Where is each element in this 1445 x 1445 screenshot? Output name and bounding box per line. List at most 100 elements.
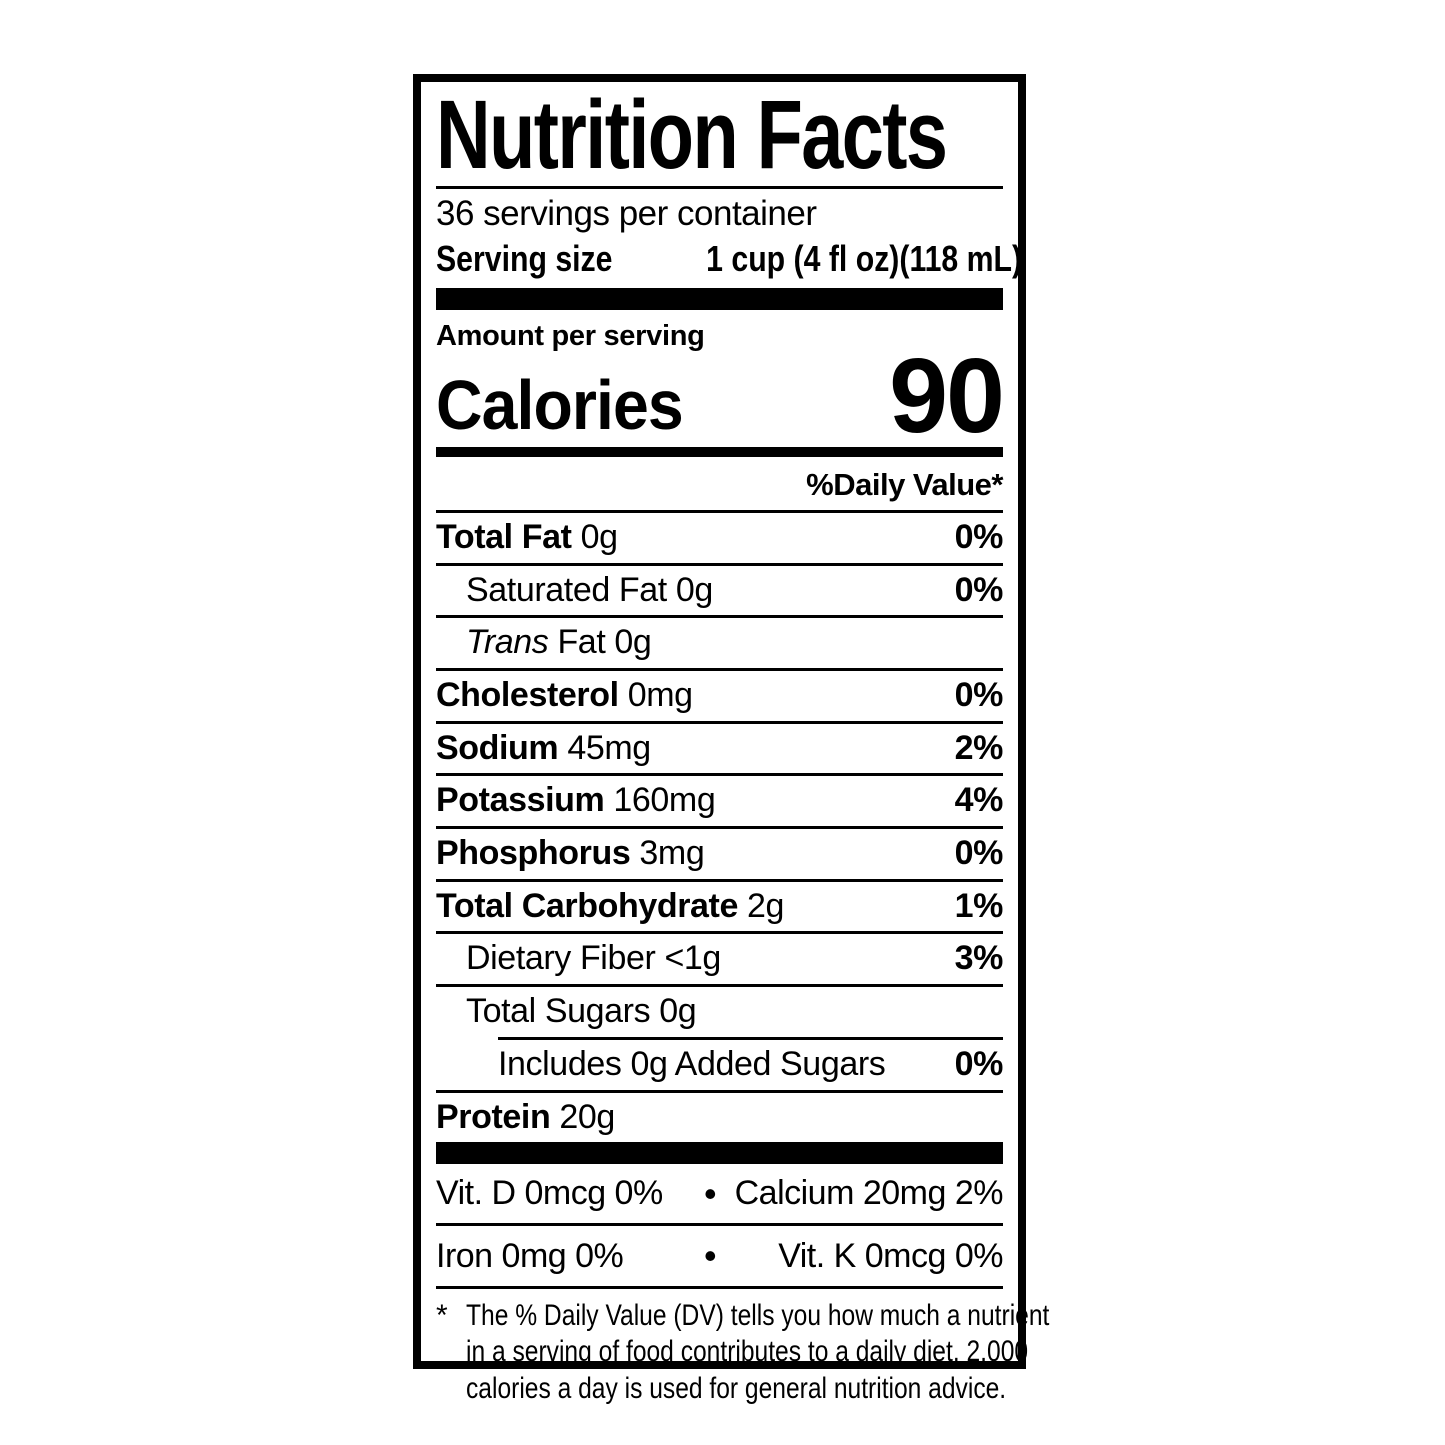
nutrient-amount: 2g (747, 886, 785, 925)
divider (436, 668, 1003, 672)
footnote-text: calories a day is used for general nutri… (466, 1371, 1007, 1405)
micronutrient-vit-d: Vit. D 0mcg 0% (436, 1174, 663, 1213)
footnote-text: The % Daily Value (DV) tells you how muc… (466, 1298, 1050, 1332)
nutrient-name: Total Sugars (466, 992, 651, 1031)
nutrient-name-amount: Cholesterol 0mg (436, 676, 693, 715)
nutrient-dv: 1% (954, 886, 1004, 925)
nutrient-dv: 0% (954, 676, 1004, 715)
nutrient-name-amount: Total Carbohydrate 2g (436, 886, 785, 925)
nutrient-row-total-carbohydrate: Total Carbohydrate 2g 1% (436, 882, 1003, 932)
micronutrient-vit-k: Vit. K 0mcg 0% (778, 1236, 1003, 1275)
servings-per-container: 36 servings per container (436, 194, 817, 233)
nutrient-name-amount: Total Fat 0g (436, 517, 618, 556)
nutrient-dv: 3% (954, 939, 1004, 978)
nutrient-amount: 20g (559, 1097, 615, 1136)
nutrient-name: Protein (436, 1097, 551, 1136)
footnote-line: calories a day is used for general nutri… (436, 1371, 1007, 1408)
calories-row: Calories 90 (436, 343, 1005, 449)
serving-size-value: 1 cup (4 fl oz)(118 mL) (706, 238, 1023, 279)
footnote-line: * The % Daily Value (DV) tells you how mu… (436, 1298, 1049, 1335)
divider (436, 773, 1003, 777)
nutrient-amount: 0mg (627, 676, 693, 715)
footnote-line: in a serving of food contributes to a da… (436, 1334, 1028, 1371)
footnote-asterisk: * (436, 1298, 448, 1332)
nutrient-name: Sodium (436, 728, 559, 767)
nutrient-name: Fat (557, 623, 606, 662)
nutrient-dv: 0% (954, 517, 1004, 556)
nutrient-name: Total Fat (436, 517, 572, 556)
nutrient-row-trans-fat: Trans Fat 0g (436, 618, 1003, 668)
nutrient-dv: 2% (954, 728, 1004, 767)
nutrient-row-phosphorus: Phosphorus 3mg 0% (436, 829, 1003, 879)
nutrient-name: Phosphorus (436, 834, 631, 873)
nutrient-amount: <1g (664, 939, 721, 978)
nutrient-name-amount: Phosphorus 3mg (436, 834, 705, 873)
micronutrient-row-2: Iron 0mg 0% • Vit. K 0mcg 0% (436, 1226, 1004, 1285)
micronutrient-calcium: Calcium 20mg 2% (734, 1174, 1004, 1213)
nutrient-name: Saturated Fat (466, 570, 667, 609)
nutrient-name-amount: Potassium 160mg (436, 781, 716, 820)
divider (436, 1285, 1003, 1289)
divider (436, 984, 1003, 988)
nutrient-name: Cholesterol (436, 676, 619, 715)
serving-size-row: Serving size 1 cup (4 fl oz)(118 mL) (436, 237, 1022, 280)
thick-separator-bar-bottom (436, 1142, 1003, 1165)
nutrient-row-total-sugars: Total Sugars 0g (436, 987, 1003, 1037)
nutrient-amount: 0g (614, 623, 652, 662)
divider (436, 720, 1003, 724)
nutrient-amount: 0g (659, 992, 697, 1031)
nutrient-row-sodium: Sodium 45mg 2% (436, 724, 1003, 774)
micronutrient-iron: Iron 0mg 0% (436, 1236, 624, 1275)
divider (436, 1223, 1003, 1227)
nutrient-dv: 0% (954, 834, 1004, 873)
nutrient-dv: 0% (954, 570, 1004, 609)
nutrient-row-total-fat: Total Fat 0g 0% (436, 513, 1003, 563)
micronutrient-row-1: Vit. D 0mcg 0% • Calcium 20mg 2% (436, 1164, 1004, 1223)
footnote-text: in a serving of food contributes to a da… (466, 1335, 1029, 1369)
nutrient-name-amount: Includes 0g Added Sugars (498, 1044, 886, 1083)
calories-label: Calories (436, 366, 684, 445)
nutrient-amount: 45mg (567, 728, 651, 767)
nutrient-name-amount: Protein 20g (436, 1097, 615, 1136)
nutrient-name-amount: Trans Fat 0g (466, 623, 652, 662)
nutrient-dv: 0% (954, 1044, 1004, 1083)
nutrient-name: Total Carbohydrate (436, 886, 738, 925)
label-title: Nutrition Facts (436, 80, 948, 189)
divider (436, 878, 1003, 882)
nutrient-name-amount: Saturated Fat 0g (466, 570, 713, 609)
nutrient-amount: 0g (675, 570, 713, 609)
nutrient-row-saturated-fat: Saturated Fat 0g 0% (436, 566, 1003, 616)
divider (436, 615, 1003, 619)
serving-size-label: Serving size (436, 238, 613, 279)
divider (436, 1089, 1003, 1093)
thick-separator-bar-top (436, 288, 1003, 311)
nutrient-name-amount: Dietary Fiber <1g (466, 941, 721, 977)
divider-under-title (436, 186, 1003, 189)
nutrient-name-amount: Total Sugars 0g (466, 992, 697, 1031)
medium-separator-bar (436, 446, 1003, 457)
nutrient-name-italic: Trans (466, 623, 549, 662)
nutrient-row-cholesterol: Cholesterol 0mg 0% (436, 671, 1003, 721)
nutrient-name-amount: Sodium 45mg (436, 728, 651, 767)
nutrient-amount: 160mg (613, 781, 716, 820)
nutrient-name: Includes 0g Added Sugars (498, 1044, 886, 1083)
daily-value-footnote: * The % Daily Value (DV) tells you how mu… (436, 1289, 1049, 1408)
nutrient-amount: 3mg (639, 834, 705, 873)
divider (436, 562, 1003, 566)
nutrition-facts-label: Nutrition Facts 36 servings per containe… (413, 74, 1049, 1405)
nutrient-name: Potassium (436, 781, 605, 820)
divider (436, 509, 1003, 513)
nutrient-dv: 4% (954, 781, 1004, 820)
amount-per-serving-label: Amount per serving (436, 320, 705, 353)
bullet-separator-icon: • (703, 1173, 717, 1215)
nutrient-row-dietary-fiber: Dietary Fiber <1g 3% (436, 934, 1003, 984)
nutrient-row-added-sugars: Includes 0g Added Sugars 0% (436, 1040, 1003, 1090)
divider (436, 931, 1003, 935)
nutrient-row-protein: Protein 20g (436, 1093, 1003, 1143)
divider (436, 826, 1003, 830)
nutrient-name: Dietary Fiber (466, 939, 656, 978)
daily-value-header: %Daily Value* (806, 466, 1003, 502)
nutrient-row-potassium: Potassium 160mg 4% (436, 776, 1003, 826)
bullet-separator-icon: • (703, 1235, 717, 1277)
